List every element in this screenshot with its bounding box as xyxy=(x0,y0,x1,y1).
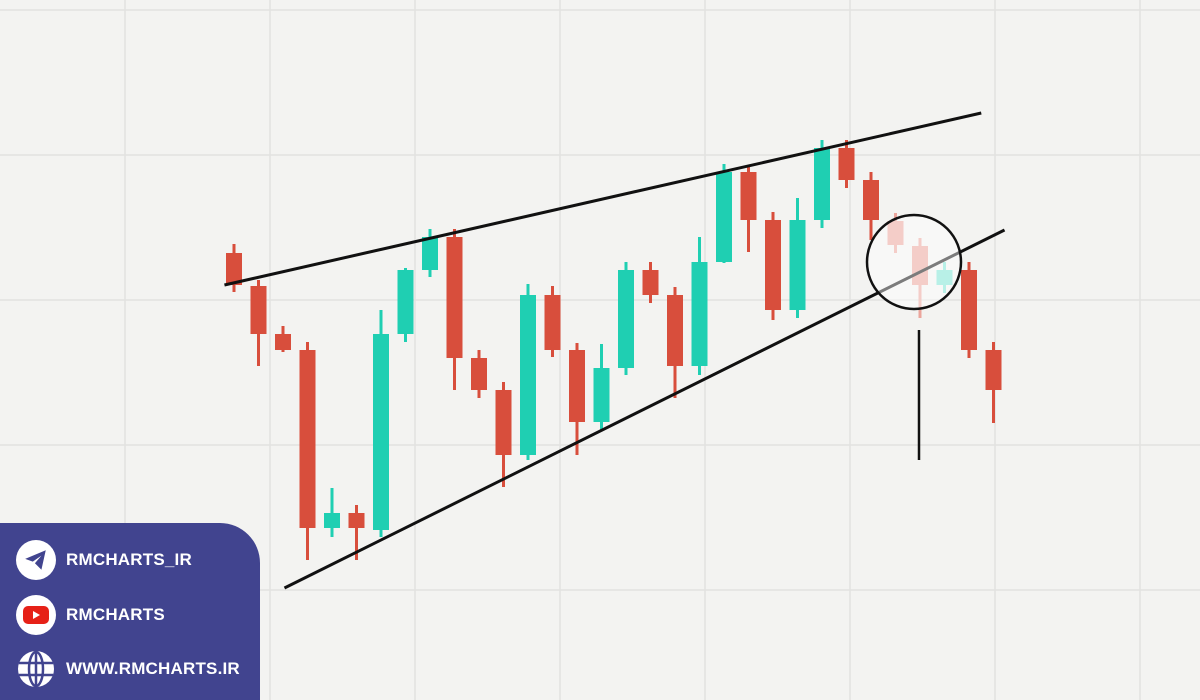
telegram-icon xyxy=(16,540,56,580)
candle-body xyxy=(495,390,512,455)
social-panel: RMCHARTS_IR RMCHARTS WWW.RMCHARTS.IR xyxy=(0,523,260,700)
youtube-link[interactable]: RMCHARTS xyxy=(16,595,165,635)
candle-body xyxy=(691,262,708,366)
candle-body xyxy=(887,221,904,245)
candle-body xyxy=(642,270,659,295)
candle-body xyxy=(226,253,242,285)
candle-body xyxy=(299,350,316,528)
candle-body xyxy=(667,295,683,366)
candle-body xyxy=(544,295,561,350)
youtube-icon xyxy=(16,595,56,635)
candle-body xyxy=(250,286,267,334)
candle-body xyxy=(618,270,634,368)
candle-body xyxy=(985,350,1002,390)
candle-body xyxy=(569,350,585,422)
candle-body xyxy=(324,513,340,528)
candle-body xyxy=(373,334,389,530)
candle-body xyxy=(838,148,855,180)
candle-body xyxy=(348,513,365,528)
telegram-label: RMCHARTS_IR xyxy=(66,550,192,569)
candle-body xyxy=(814,148,830,220)
candle-body xyxy=(471,358,487,390)
upper-trendline xyxy=(224,111,982,287)
highlight-circle xyxy=(865,213,963,311)
website-link[interactable]: WWW.RMCHARTS.IR xyxy=(16,649,240,689)
youtube-label: RMCHARTS xyxy=(66,605,165,624)
candle-body xyxy=(716,172,732,262)
candle-body xyxy=(422,237,438,270)
candle-body xyxy=(275,334,291,350)
candle-body xyxy=(961,270,977,350)
candle-body xyxy=(397,270,414,334)
website-label: WWW.RMCHARTS.IR xyxy=(66,659,240,678)
candle-body xyxy=(446,237,463,358)
telegram-link[interactable]: RMCHARTS_IR xyxy=(16,540,192,580)
candle-body xyxy=(765,220,781,310)
candle-body xyxy=(936,270,953,285)
candle-body xyxy=(863,180,879,220)
candle-body xyxy=(520,295,536,455)
candle-body xyxy=(789,220,806,310)
candle-body xyxy=(593,368,610,422)
globe-icon xyxy=(16,649,56,689)
candle-body xyxy=(740,172,757,220)
lower-trendline xyxy=(283,228,1006,590)
